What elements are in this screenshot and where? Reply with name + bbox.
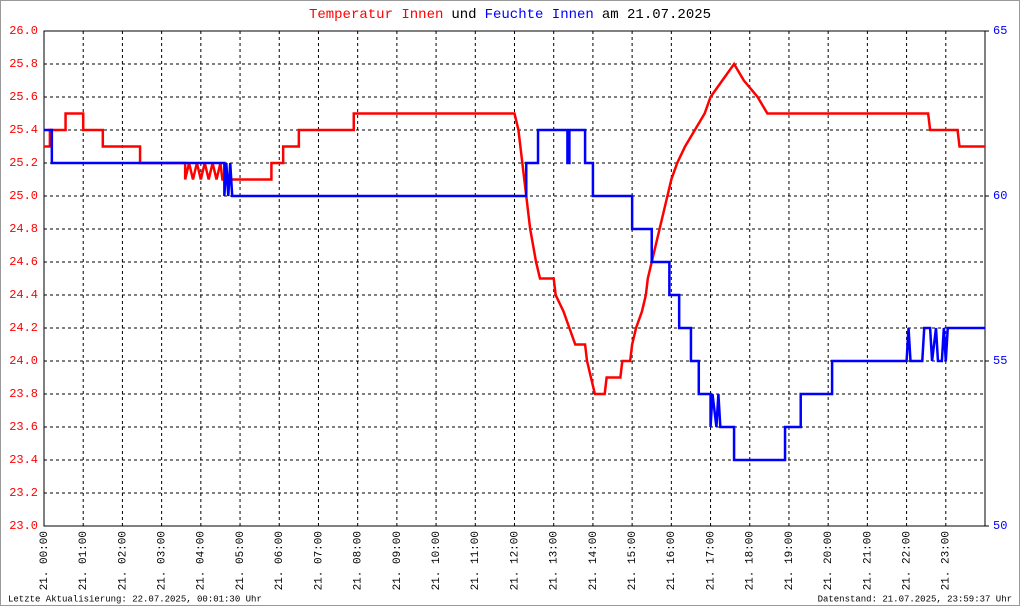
- x-tick-label: 21. 23:00: [941, 531, 953, 590]
- title-join: und: [451, 7, 476, 23]
- x-tick-label: 21. 01:00: [78, 531, 90, 590]
- x-tick-label: 21. 00:00: [39, 531, 51, 590]
- y-tick-label: 23.0: [9, 519, 38, 533]
- y-tick-label: 23.6: [9, 420, 38, 434]
- title-series-2: Feuchte Innen: [485, 7, 594, 23]
- y2-tick-label: 55: [993, 354, 1007, 368]
- y-tick-label: 24.0: [9, 354, 38, 368]
- y2-tick-label: 60: [993, 189, 1007, 203]
- x-tick-label: 21. 15:00: [627, 531, 639, 590]
- y-tick-label: 24.2: [9, 321, 38, 335]
- y-tick-label: 25.8: [9, 57, 38, 71]
- x-tick-label: 21. 19:00: [784, 531, 796, 590]
- y-tick-label: 25.0: [9, 189, 38, 203]
- x-tick-label: 21. 05:00: [235, 531, 247, 590]
- x-tick-label: 21. 02:00: [117, 531, 129, 590]
- series-line: [44, 61, 985, 396]
- x-tick-label: 21. 04:00: [196, 531, 208, 590]
- x-tick-label: 21. 06:00: [274, 531, 286, 590]
- chart-title: Temperatur Innen und Feuchte Innen am 21.07…: [309, 7, 711, 23]
- y2-tick-label: 50: [993, 519, 1007, 533]
- title-series-1: Temperatur Innen: [309, 7, 443, 23]
- x-tick-label: 21. 09:00: [392, 531, 404, 590]
- series-line: [44, 128, 985, 462]
- x-tick-label: 21. 14:00: [588, 531, 600, 590]
- x-tick-label: 21. 03:00: [157, 531, 169, 590]
- y-tick-label: 23.2: [9, 486, 38, 500]
- y-tick-label: 24.6: [9, 255, 38, 269]
- y-tick-label: 25.2: [9, 156, 38, 170]
- x-tick-label: 21. 20:00: [823, 531, 835, 590]
- x-tick-label: 21. 17:00: [705, 531, 717, 590]
- y-tick-label: 25.6: [9, 90, 38, 104]
- x-tick-label: 21. 07:00: [313, 531, 325, 590]
- x-tick-label: 21. 16:00: [666, 531, 678, 590]
- y-tick-label: 24.4: [9, 288, 38, 302]
- y-tick-label: 23.8: [9, 387, 38, 401]
- x-tick-label: 21. 12:00: [509, 531, 521, 590]
- y-tick-label: 26.0: [9, 24, 38, 38]
- x-tick-label: 21. 22:00: [901, 531, 913, 590]
- plot-border: [43, 30, 986, 527]
- x-tick-label: 21. 18:00: [745, 531, 757, 590]
- x-tick-label: 21. 13:00: [549, 531, 561, 590]
- title-date: am 21.07.2025: [602, 7, 711, 23]
- y2-tick-label: 65: [993, 24, 1007, 38]
- x-tick-label: 21. 21:00: [862, 531, 874, 590]
- footer-right: Datenstand: 21.07.2025, 23:59:37 Uhr: [818, 594, 1012, 604]
- x-tick-label: 21. 08:00: [353, 531, 365, 590]
- x-tick-label: 21. 10:00: [431, 531, 443, 590]
- y-tick-label: 25.4: [9, 123, 38, 137]
- y-tick-label: 23.4: [9, 453, 38, 467]
- footer-left: Letzte Aktualisierung: 22.07.2025, 00:01…: [8, 594, 262, 604]
- x-tick-label: 21. 11:00: [470, 531, 482, 590]
- y-tick-label: 24.8: [9, 222, 38, 236]
